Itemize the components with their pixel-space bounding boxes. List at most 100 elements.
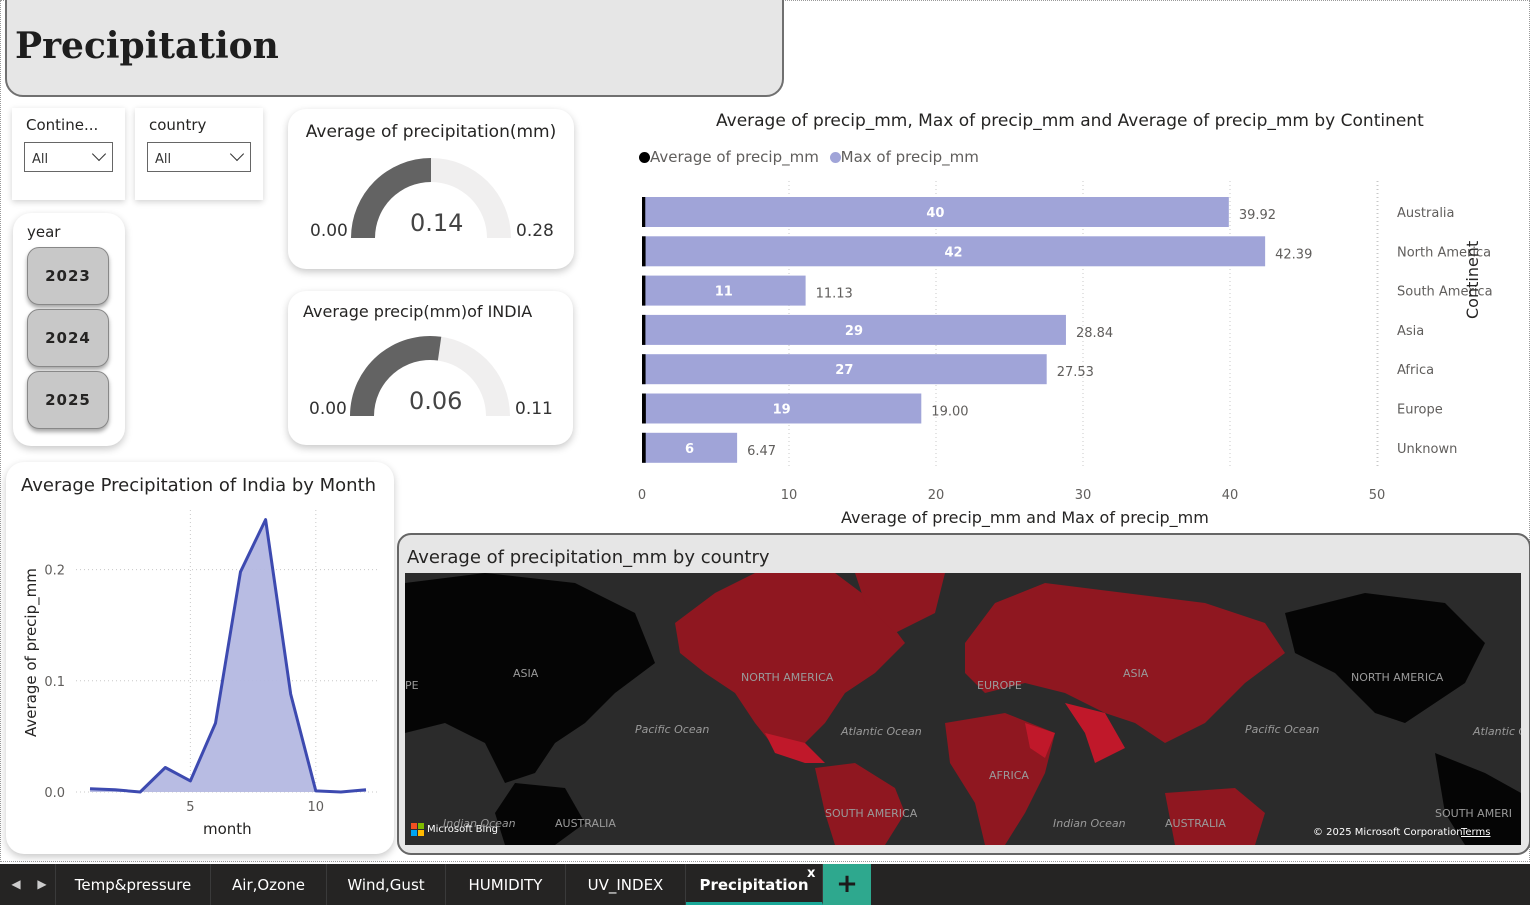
bar-chart-ylabel: Continent	[1463, 240, 1482, 319]
map-label: NORTH AMERICA	[1351, 671, 1444, 684]
country-slicer: country All	[135, 108, 263, 200]
map-label: Pacific Ocean	[1245, 723, 1319, 736]
category-label: Asia	[1397, 324, 1424, 339]
gauge-dial	[350, 336, 510, 416]
bar-avg[interactable]	[642, 354, 646, 385]
area-line[interactable]	[89, 518, 367, 794]
bar-chart-xlabel: Average of precip_mm and Max of precip_m…	[841, 508, 1209, 527]
chevron-down-icon	[91, 146, 107, 162]
tab-humidity[interactable]: HUMIDITY	[446, 864, 566, 905]
page-tab-bar: ◀ ▶ Temp&pressure Air,Ozone Wind,Gust HU…	[0, 864, 1530, 905]
year-slicer: year 2023 2024 2025	[13, 213, 125, 446]
bar-chart-title: Average of precip_mm, Max of precip_mm a…	[716, 111, 1424, 131]
year-slicer-label: year	[27, 223, 61, 241]
bar-avg[interactable]	[642, 236, 646, 267]
bar-avg[interactable]	[642, 314, 646, 345]
india-month-chart: Average Precipitation of India by Month …	[6, 462, 394, 854]
line-chart-title: Average Precipitation of India by Month	[21, 475, 377, 496]
gauge-dial	[351, 158, 511, 238]
legend-dot-avg	[639, 152, 650, 163]
bar-inner-label: 19	[773, 403, 791, 418]
bar-max[interactable]	[642, 275, 806, 306]
world-map[interactable]: ASIA PE NORTH AMERICA EUROPE ASIA NORTH …	[405, 573, 1521, 845]
x-tick-label: 10	[781, 488, 798, 503]
category-label: Unknown	[1397, 442, 1457, 457]
legend-dot-max	[829, 152, 841, 163]
continent-dropdown[interactable]: All	[24, 142, 113, 172]
country-dropdown[interactable]: All	[147, 142, 251, 172]
year-button-2023[interactable]: 2023	[27, 247, 109, 305]
x-tick-label: 10	[308, 800, 325, 815]
chevron-down-icon	[229, 146, 245, 162]
gauge-value: 0.06	[409, 387, 463, 415]
tab-uv-index[interactable]: UV_INDEX	[566, 864, 686, 905]
map-label: Pacific Ocean	[635, 723, 709, 736]
tab-scroll-right-icon[interactable]: ▶	[37, 877, 47, 891]
bar-max[interactable]	[642, 354, 1047, 385]
legend-label-max: Max of precip_mm	[840, 148, 979, 166]
category-label: Africa	[1397, 363, 1434, 378]
bar-avg[interactable]	[642, 393, 646, 424]
country-dropdown-value: All	[155, 152, 172, 167]
map-label: Indian Ocean	[1053, 817, 1126, 830]
line-chart-xlabel: month	[203, 820, 252, 838]
bar-inner-label: 27	[835, 363, 853, 378]
report-canvas: Precipitation Contine... All country All…	[0, 0, 1530, 862]
continent-slicer: Contine... All	[12, 108, 125, 200]
map-label: PE	[405, 679, 419, 692]
year-button-2025[interactable]: 2025	[27, 371, 109, 429]
gauge-value: 0.14	[410, 209, 464, 237]
bar-inner-label: 6	[685, 442, 694, 457]
bar-chart-plot: 0 10 20 30 40 50 40 39.92 Australia 42 42.39 North …	[638, 181, 1493, 503]
title-banner: Precipitation	[5, 0, 784, 97]
page-title: Precipitation	[15, 25, 279, 67]
bar-avg[interactable]	[642, 275, 646, 306]
map-landmass-greenland	[855, 573, 945, 633]
year-button-2024[interactable]: 2024	[27, 309, 109, 367]
map-title: Average of precipitation_mm by country	[407, 547, 770, 568]
bar-max[interactable]	[642, 432, 738, 463]
bar-avg[interactable]	[642, 432, 646, 463]
category-label: Australia	[1397, 206, 1455, 221]
gauge-fill	[351, 158, 431, 238]
bar-avg[interactable]	[642, 197, 646, 227]
y-tick-label: 0.2	[44, 564, 65, 579]
map-terms-link[interactable]: Terms	[1460, 827, 1490, 838]
close-tab-icon[interactable]: x	[807, 866, 816, 881]
gauge-title: Average precip(mm)of INDIA	[303, 302, 533, 321]
line-chart-ylabel: Average of precip_mm	[22, 568, 40, 737]
x-tick-label: 30	[1075, 488, 1092, 503]
country-map-visual: Average of precipitation_mm by country	[397, 533, 1530, 855]
x-tick-label: 40	[1222, 488, 1239, 503]
tab-air-ozone[interactable]: Air,Ozone	[211, 864, 327, 905]
map-label: ASIA	[513, 667, 539, 680]
x-tick-label: 20	[928, 488, 945, 503]
map-landmass-south-america-east	[1435, 753, 1521, 845]
map-landmass-south-america	[815, 763, 905, 845]
bar-end-label: 39.92	[1239, 208, 1276, 223]
microsoft-logo-icon	[411, 823, 424, 836]
bar-max[interactable]	[642, 393, 922, 424]
tab-precipitation[interactable]: Precipitation	[686, 864, 823, 905]
map-landmass-australia-west	[495, 783, 585, 845]
y-tick-label: 0.1	[44, 675, 65, 690]
bar-max[interactable]	[642, 197, 1229, 227]
bar-max[interactable]	[642, 236, 1266, 267]
add-page-button[interactable]: +	[823, 864, 871, 905]
map-landmass-north-america	[675, 573, 905, 748]
map-label: AFRICA	[989, 769, 1029, 782]
bar-max[interactable]	[642, 314, 1066, 345]
map-label: EUROPE	[977, 679, 1022, 692]
gauge-card-avg-precip: Average of precipitation(mm) 0.00 0.14 0…	[288, 109, 574, 269]
tab-wind-gust[interactable]: Wind,Gust	[327, 864, 446, 905]
map-label: NORTH AMERICA	[741, 671, 834, 684]
gauge-min-label: 0.00	[310, 221, 348, 241]
category-label: Europe	[1397, 403, 1443, 418]
bar-inner-label: 29	[845, 324, 863, 339]
tab-temp-pressure[interactable]: Temp&pressure	[55, 864, 211, 905]
tab-scroll-left-icon[interactable]: ◀	[11, 877, 21, 891]
map-landmass-asia-west	[405, 573, 655, 783]
x-tick-label: 5	[186, 800, 194, 815]
map-landmass-north-america-east	[1285, 593, 1485, 723]
y-tick-label: 0.0	[44, 786, 65, 801]
